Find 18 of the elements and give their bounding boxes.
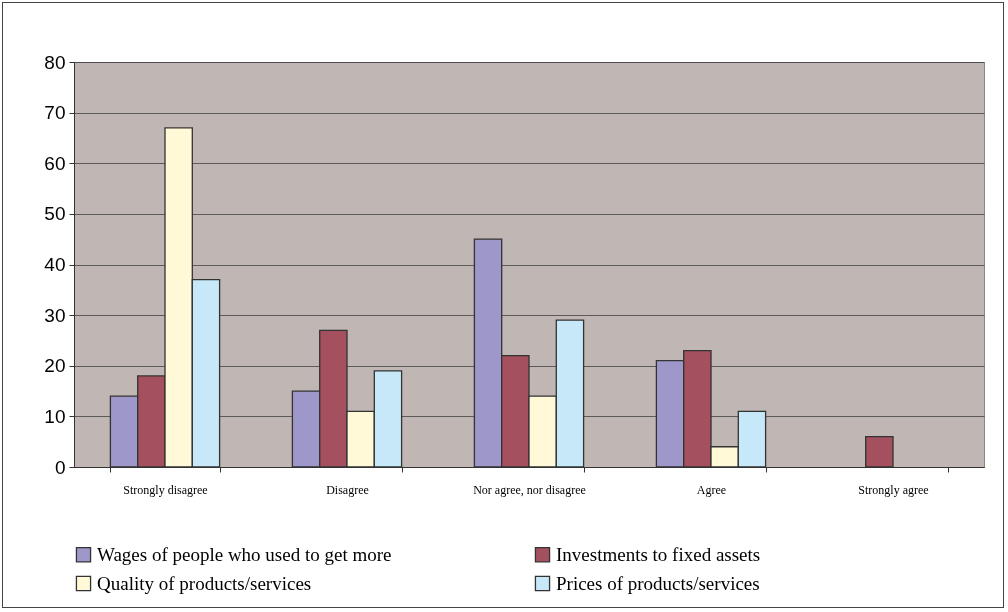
y-tick-label: 50 [44, 203, 66, 225]
y-tick-label: 40 [44, 254, 66, 275]
y-tick-label: 10 [44, 405, 66, 427]
x-tick-label: Nor agree, nor disagree [473, 482, 586, 497]
legend-label: Prices of products/services [556, 572, 760, 594]
y-tick-label: 0 [54, 456, 66, 478]
x-tick-label: Strongly agree [858, 482, 929, 497]
y-tick-label: 80 [44, 51, 66, 73]
y-tick-label: 70 [44, 102, 66, 124]
y-tick-label: 30 [44, 304, 66, 326]
legend-label: Investments to fixed assets [556, 543, 761, 565]
legend-label: Quality of products/services [97, 572, 312, 594]
y-tick-label: 20 [44, 355, 66, 377]
legend-label: Wages of people who used to get more [97, 543, 392, 565]
x-tick-label: Disagree [326, 482, 369, 497]
y-tick-label: 60 [44, 152, 66, 174]
x-tick-label: Strongly disagree [123, 482, 208, 497]
x-tick-label: Agree [696, 482, 727, 497]
